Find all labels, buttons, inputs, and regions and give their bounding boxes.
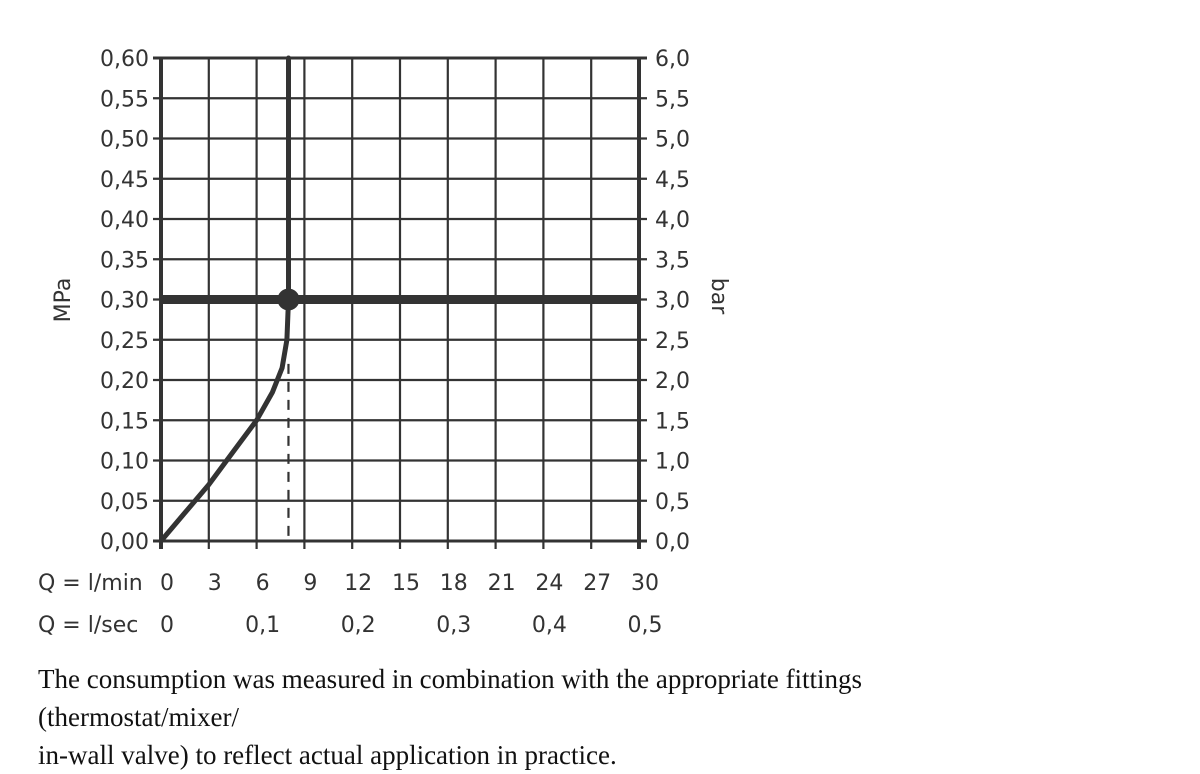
x-tick-label-secondary: 0,5 [628,613,663,638]
y-tick-label-right: 2,0 [655,369,690,394]
x-tick-label: 9 [303,571,317,596]
y-axis-left-mpa: 0,00 0,05 0,10 0,15 0,20 0,25 0,30 0,35 0,40 0,45… [100,47,149,555]
x-tick-label: 30 [631,571,659,596]
caption-line-2: in-wall valve) to reflect actual applica… [38,740,617,770]
x-tick-label-secondary: 0,2 [341,613,376,638]
y-tick-label-right: 3,5 [655,248,690,273]
x-tick-label: 6 [256,571,270,596]
y-tick-label-right: 5,5 [655,87,690,112]
y-tick-label-right: 4,0 [655,208,690,233]
x-tick-label-secondary: 0 [160,613,174,638]
y-tick-label: 0,00 [100,530,149,555]
flow-curve-line [158,55,291,544]
y-tick-label: 0,35 [100,248,149,273]
y-tick-label-right: 4,5 [655,168,690,193]
y-axis-label-bar: bar [706,278,731,315]
flow-rate-chart: 0,000,050,100,150,200,250,300,350,400,45… [38,47,731,638]
x-tick-label: 24 [535,571,563,596]
x-axis-label-lmin: Q = l/min [38,571,143,596]
y-axis-right-bar: 0,0 0,5 1,0 1,5 2,0 2,5 3,0 3,5 4,0 4,5 5,0 5,5 6,0 [655,47,690,555]
y-tick-label: 0,30 [100,289,149,314]
caption-line-1: The consumption was measured in combinat… [38,664,863,732]
y-tick-label-right: 0,5 [655,490,690,515]
x-axis-lsec: 0 0,1 0,2 0,3 0,4 0,5 [160,613,663,638]
y-tick-label-right: 3,0 [655,289,690,314]
y-tick-label: 0,40 [100,208,149,233]
y-tick-label: 0,20 [100,369,149,394]
operating-point-marker [277,288,300,311]
x-tick-label: 0 [160,571,174,596]
x-tick-label-secondary: 0,4 [532,613,567,638]
x-tick-label: 12 [344,571,372,596]
y-tick-label: 0,60 [100,47,149,72]
caption-note: The consumption was measured in combinat… [38,660,1038,774]
y-tick-label: 0,05 [100,490,149,515]
y-tick-label: 0,50 [100,128,149,153]
flow-curve [158,55,639,544]
y-tick-label: 0,45 [100,168,149,193]
y-tick-label-right: 1,5 [655,409,690,434]
y-tick-label: 0,15 [100,409,149,434]
y-tick-label: 0,25 [100,329,149,354]
x-tick-label: 27 [583,571,611,596]
x-tick-label: 21 [488,571,516,596]
x-tick-label: 3 [208,571,222,596]
y-tick-label: 0,55 [100,87,149,112]
x-axis-lmin: 0 3 6 9 12 15 18 21 24 27 30 [160,571,659,596]
y-axis-label-mpa: MPa [51,278,76,323]
x-tick-label-secondary: 0,3 [436,613,471,638]
y-tick-label-right: 5,0 [655,128,690,153]
x-tick-label-secondary: 0,1 [245,613,280,638]
x-tick-label: 18 [440,571,468,596]
y-tick-label-right: 1,0 [655,450,690,475]
y-tick-label-right: 6,0 [655,47,690,72]
x-axis-label-lsec: Q = l/sec [38,613,138,638]
x-tick-label: 15 [392,571,420,596]
y-tick-label: 0,10 [100,450,149,475]
y-tick-label-right: 0,0 [655,530,690,555]
y-tick-label-right: 2,5 [655,329,690,354]
